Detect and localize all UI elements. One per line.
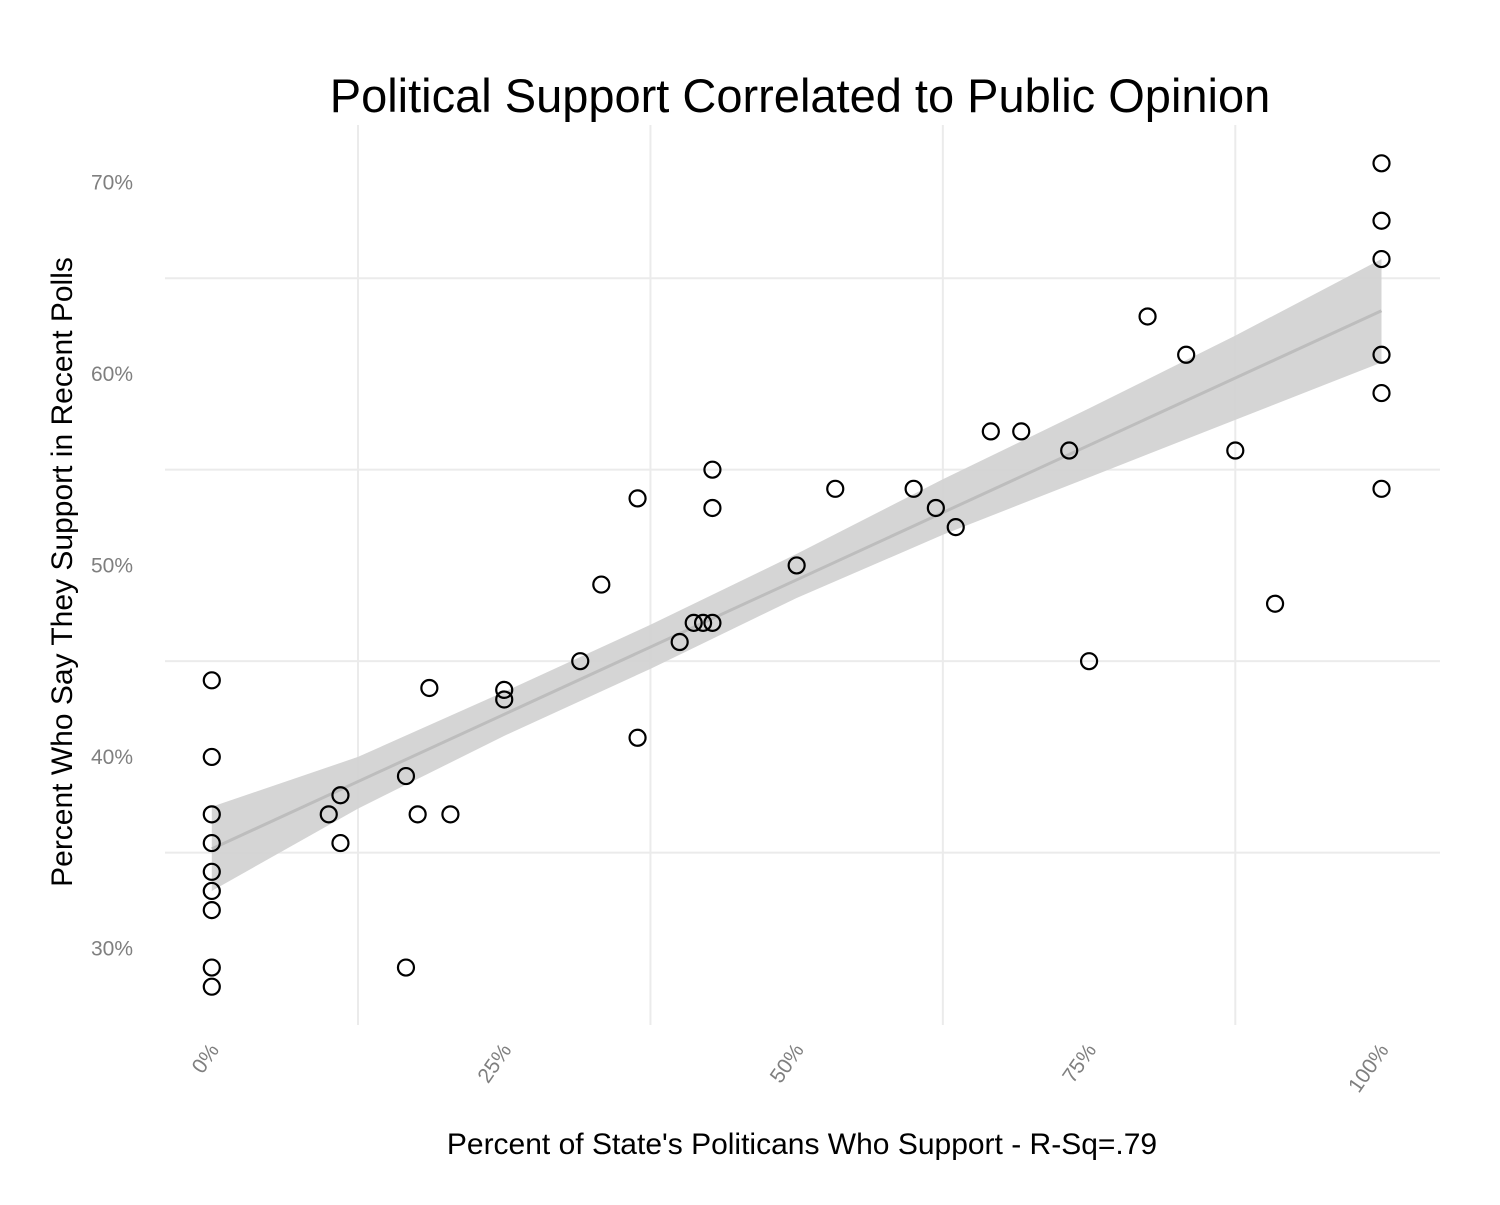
fit-line-layer [211,309,1383,851]
data-point [1372,383,1391,403]
data-point [1372,479,1391,498]
confidence-band-layer [211,259,1382,891]
data-point [202,862,221,881]
data-points-layer [202,154,1391,996]
data-point [319,805,338,824]
data-point [495,680,514,699]
data-point [331,786,350,805]
data-point [1265,594,1285,613]
x-tick-label: 50% [766,1040,809,1088]
y-tick-label: 60% [91,363,133,386]
data-point [202,671,221,690]
tick-labels-layer: 30% 40% 50% 60% 70% 0% 25% 50% 75% 100% [91,171,1394,1096]
data-point [202,805,221,824]
y-tick-label: 70% [91,171,133,194]
data-point [202,977,221,996]
data-point [420,678,439,698]
data-point [684,613,703,632]
x-tick-label: 75% [1058,1040,1101,1088]
data-point [787,556,806,575]
data-point [408,805,427,824]
confidence-band [211,259,1382,891]
y-axis-label: Percent Who Say They Support in Recent P… [46,257,79,887]
data-point [331,833,350,853]
data-point [628,489,647,508]
y-tick-label: 30% [91,937,133,960]
data-point [396,766,416,786]
data-point [495,690,514,709]
data-point [1226,441,1245,460]
data-point [202,958,221,977]
data-point [592,575,611,594]
data-point [1372,211,1391,230]
x-axis-label: Percent of State's Politicans Who Suppor… [447,1128,1157,1161]
data-point [396,958,416,977]
data-point [202,833,221,853]
data-point [904,479,923,498]
data-point [1177,345,1196,364]
x-tick-label: 0% [188,1040,224,1078]
y-tick-label: 40% [91,746,133,769]
grid-layer [165,125,1440,1025]
data-point [1372,154,1391,173]
y-tick-label: 50% [91,554,133,577]
regression-line [211,309,1383,851]
data-point [1012,422,1031,441]
data-point [628,728,647,747]
data-point [926,498,945,518]
data-point [981,422,1000,441]
x-tick-label: 25% [473,1040,516,1088]
data-point [703,498,722,518]
data-point [1138,307,1157,326]
data-point [202,747,221,767]
data-point [202,901,221,920]
data-point [1372,249,1391,269]
x-tick-label: 100% [1344,1040,1394,1097]
data-point [1060,441,1079,460]
data-point [202,881,221,901]
data-point [703,460,722,479]
data-point [441,805,460,824]
data-point [1372,345,1391,364]
data-point [946,518,965,537]
data-point [571,652,590,671]
data-point [693,613,713,632]
data-point [670,632,689,652]
chart-title: Political Support Correlated to Public O… [330,69,1271,122]
data-point [1079,652,1099,671]
data-point [826,479,845,498]
data-point [703,613,722,632]
